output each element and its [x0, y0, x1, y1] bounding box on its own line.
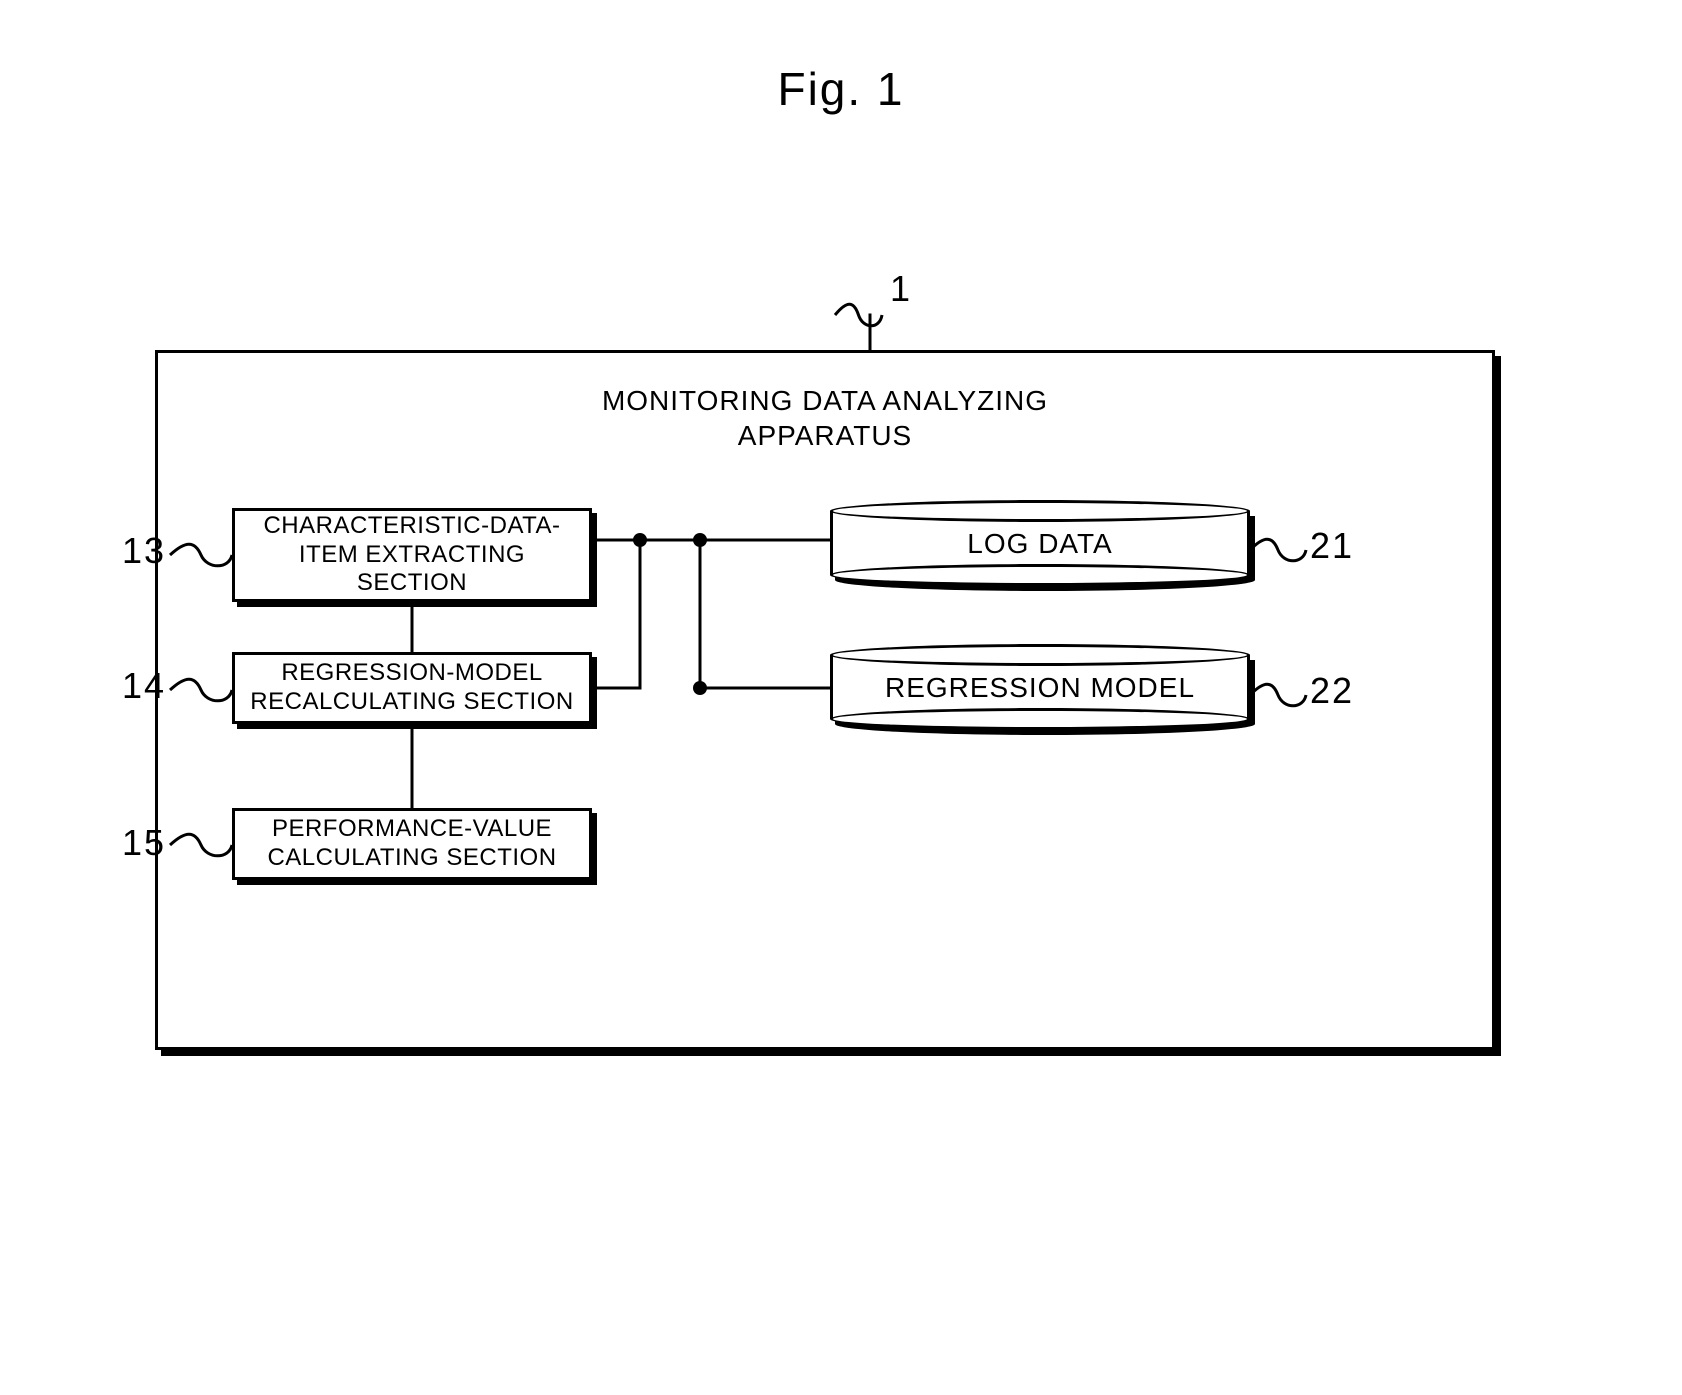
apparatus-title-line2: APPARATUS [738, 420, 912, 451]
block-15-text: PERFORMANCE-VALUE CALCULATING SECTION [267, 815, 556, 873]
ref-21: 21 [1310, 525, 1354, 567]
block-13-text: CHARACTERISTIC-DATA- ITEM EXTRACTING SEC… [263, 512, 560, 598]
figure-title: Fig. 1 [0, 62, 1682, 116]
ref-15: 15 [122, 822, 166, 864]
cyl-22-label: REGRESSION MODEL [830, 672, 1250, 704]
ref-13: 13 [122, 530, 166, 572]
cylinder-regression-model: REGRESSION MODEL [830, 644, 1250, 730]
block-14-text: REGRESSION-MODEL RECALCULATING SECTION [250, 659, 573, 717]
cyl-21-label: LOG DATA [830, 528, 1250, 560]
block-performance-value-calculating: PERFORMANCE-VALUE CALCULATING SECTION [232, 808, 592, 880]
cyl-bottom-ellipse [830, 708, 1250, 730]
apparatus-title-line1: MONITORING DATA ANALYZING [602, 385, 1048, 416]
apparatus-title: MONITORING DATA ANALYZING APPARATUS [158, 383, 1492, 453]
diagram-canvas: Fig. 1 MONITORING DATA ANALYZING APPARAT… [0, 0, 1682, 1395]
cylinder-log-data: LOG DATA [830, 500, 1250, 586]
ref-14: 14 [122, 665, 166, 707]
cyl-top-ellipse [830, 644, 1250, 666]
block-characteristic-data-item-extracting: CHARACTERISTIC-DATA- ITEM EXTRACTING SEC… [232, 508, 592, 602]
cyl-top-ellipse [830, 500, 1250, 522]
cyl-bottom-ellipse [830, 564, 1250, 586]
ref-22: 22 [1310, 670, 1354, 712]
ref-1: 1 [890, 268, 912, 310]
block-regression-model-recalculating: REGRESSION-MODEL RECALCULATING SECTION [232, 652, 592, 724]
